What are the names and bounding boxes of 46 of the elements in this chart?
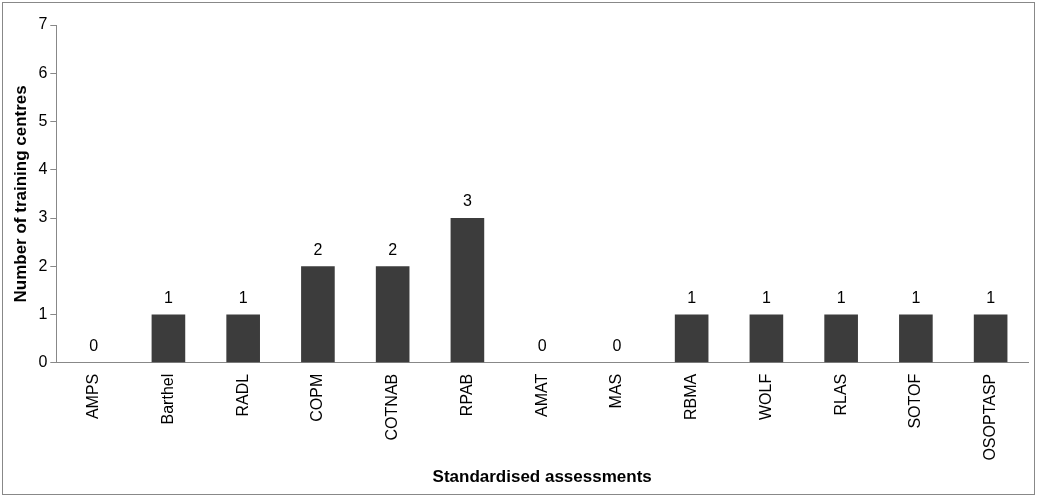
y-tick-label: 2: [38, 256, 48, 274]
x-tick-label: COTNAB: [383, 373, 401, 441]
data-label: 1: [761, 288, 771, 306]
bar: [749, 314, 784, 363]
x-tick-label: WOLF: [756, 373, 774, 420]
bar: [899, 314, 933, 363]
data-label: 0: [89, 337, 99, 355]
data-label: 1: [836, 288, 846, 306]
x-tick-label: AMPS: [84, 373, 102, 420]
data-label: 1: [687, 288, 697, 306]
data-label: 1: [986, 288, 996, 306]
data-label: 2: [388, 240, 398, 258]
bar: [226, 314, 260, 363]
data-label: 1: [163, 288, 173, 306]
data-label: 0: [537, 337, 547, 355]
y-tick-label: 0: [38, 353, 48, 371]
data-label: 2: [313, 240, 323, 258]
bar: [375, 266, 410, 363]
y-tick-label: 7: [38, 15, 48, 33]
y-tick-label: 3: [38, 208, 48, 226]
x-tick-label: COPM: [308, 373, 326, 422]
data-label: 0: [612, 337, 622, 355]
bar: [151, 314, 186, 363]
x-tick-label: MAS: [607, 373, 625, 409]
y-tick-label: 4: [38, 160, 48, 178]
data-label: 3: [462, 192, 472, 210]
y-tick-label: 5: [38, 111, 48, 129]
x-tick-label: RBMA: [682, 373, 700, 420]
y-tick-label: 6: [38, 63, 48, 81]
x-tick-label: RLAS: [831, 373, 849, 416]
bar: [450, 218, 485, 363]
bar: [973, 314, 1008, 363]
x-tick-label: Barthel: [158, 373, 176, 425]
x-tick-label: AMAT: [532, 373, 550, 418]
bar: [824, 314, 858, 363]
y-tick-label: 1: [38, 304, 48, 322]
x-tick-label: RPAB: [457, 373, 475, 417]
x-tick-label: OSOPTASP: [981, 373, 999, 461]
bar: [674, 314, 709, 363]
x-tick-label: RADL: [233, 373, 251, 417]
data-label: 1: [911, 288, 921, 306]
x-axis-title: Standardised assessments: [432, 467, 652, 487]
x-tick-label: SOTOF: [906, 373, 924, 429]
bar: [301, 266, 335, 363]
data-label: 1: [238, 288, 248, 306]
y-axis-title: Number of training centres: [10, 85, 30, 303]
